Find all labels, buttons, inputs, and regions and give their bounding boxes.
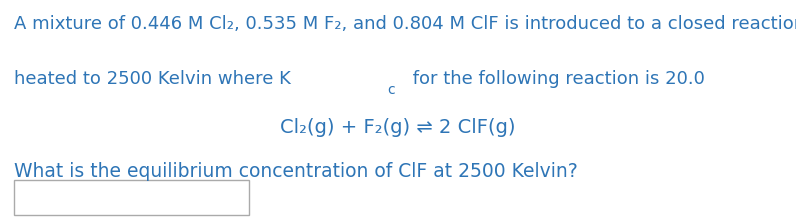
FancyBboxPatch shape xyxy=(14,180,249,215)
Text: Cl₂(g) + F₂(g) ⇌ 2 ClF(g): Cl₂(g) + F₂(g) ⇌ 2 ClF(g) xyxy=(280,118,516,137)
Text: A mixture of 0.446 M Cl₂, 0.535 M F₂, and 0.804 M ClF is introduced to a closed : A mixture of 0.446 M Cl₂, 0.535 M F₂, an… xyxy=(14,15,796,33)
Text: c: c xyxy=(388,83,395,97)
Text: heated to 2500 Kelvin where K: heated to 2500 Kelvin where K xyxy=(14,70,291,88)
Text: for the following reaction is 20.0: for the following reaction is 20.0 xyxy=(408,70,705,88)
Text: What is the equilibrium concentration of ClF at 2500 Kelvin?: What is the equilibrium concentration of… xyxy=(14,162,578,181)
